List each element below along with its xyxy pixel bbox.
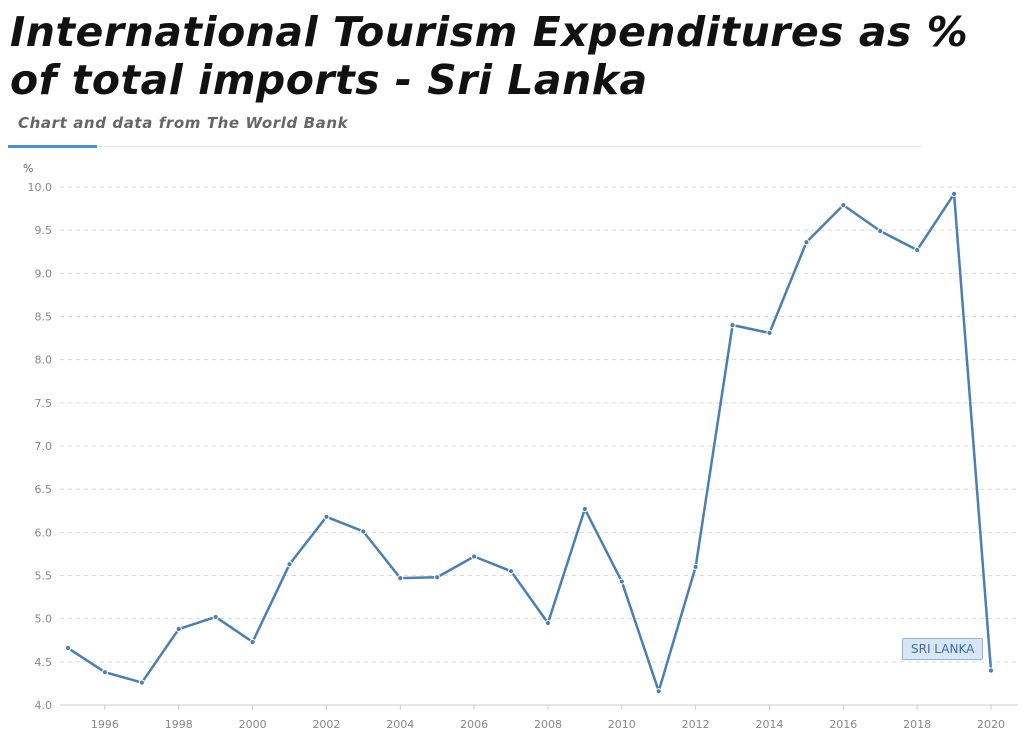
data-point[interactable] [618, 578, 625, 585]
y-tick-label: 7.0 [35, 440, 53, 453]
data-point[interactable] [64, 644, 72, 652]
data-point[interactable] [212, 613, 219, 621]
x-tick-label: 2004 [386, 718, 414, 731]
data-point[interactable] [397, 574, 404, 582]
series-label-sri-lanka[interactable]: SRI LANKA [902, 638, 984, 660]
data-point[interactable] [840, 202, 847, 209]
data-point[interactable] [950, 190, 958, 198]
x-tick-label: 2002 [312, 718, 340, 731]
y-tick-label: 7.5 [35, 397, 53, 410]
y-tick-label: 4.5 [35, 656, 53, 669]
data-point[interactable] [175, 625, 182, 633]
gridlines [60, 186, 1018, 663]
y-tick-label: 9.5 [35, 224, 53, 237]
data-point[interactable] [249, 638, 256, 646]
y-tick-label: 4.0 [35, 699, 53, 712]
data-point[interactable] [766, 329, 773, 337]
x-tick-label: 2014 [755, 718, 783, 731]
y-axis-unit-label: % [23, 162, 33, 175]
y-tick-label: 5.5 [35, 570, 53, 583]
y-tick-label: 6.0 [35, 526, 53, 539]
y-tick-label: 8.5 [35, 311, 53, 324]
data-point[interactable] [581, 505, 588, 513]
x-tick-label: 1996 [91, 718, 119, 731]
x-tick-label: 2020 [977, 718, 1005, 731]
series-sri-lanka[interactable] [64, 190, 995, 695]
chart-title: International Tourism Expenditures as % … [10, 8, 969, 104]
y-tick-label: 9.0 [35, 267, 53, 280]
data-point[interactable] [507, 568, 515, 575]
x-tick-label: 2018 [903, 718, 931, 731]
data-point[interactable] [729, 322, 736, 329]
header-divider-accent [8, 145, 97, 148]
data-point[interactable] [323, 513, 330, 520]
chart-subtitle: Chart and data from The World Bank [18, 114, 349, 132]
y-tick-label: 5.0 [35, 613, 53, 626]
y-axis-ticks: 4.0 4.5 5.0 5.5 6.0 6.5 7.0 7.5 8.0 8.5 9.0 9.5 10.0 [28, 181, 53, 712]
x-tick-label: 2010 [608, 718, 636, 731]
x-tick-label: 2008 [534, 718, 562, 731]
data-point[interactable] [286, 561, 293, 568]
data-point[interactable] [692, 563, 699, 570]
y-tick-label: 8.0 [35, 354, 53, 367]
data-point[interactable] [138, 679, 145, 686]
data-point[interactable] [101, 669, 109, 676]
x-tick-label: 2012 [682, 718, 710, 731]
y-tick-label: 10.0 [28, 181, 53, 194]
header-divider [8, 146, 922, 147]
data-point[interactable] [877, 227, 884, 235]
x-tick-label: 2006 [460, 718, 488, 731]
data-point[interactable] [987, 667, 995, 674]
data-point[interactable] [544, 619, 552, 627]
data-point[interactable] [434, 574, 441, 581]
x-tick-label: 1998 [165, 718, 193, 731]
x-axis-ticks: 1996 1998 2000 2002 2004 2006 2008 2010 2012 2014… [91, 705, 1005, 731]
x-tick-label: 2016 [829, 718, 857, 731]
data-point[interactable] [803, 239, 810, 246]
data-point[interactable] [360, 528, 367, 535]
data-point[interactable] [471, 553, 478, 560]
x-tick-label: 2000 [239, 718, 267, 731]
y-tick-label: 6.5 [35, 483, 53, 496]
series-line[interactable] [67, 192, 993, 693]
data-point[interactable] [655, 688, 662, 695]
data-point[interactable] [914, 246, 921, 254]
